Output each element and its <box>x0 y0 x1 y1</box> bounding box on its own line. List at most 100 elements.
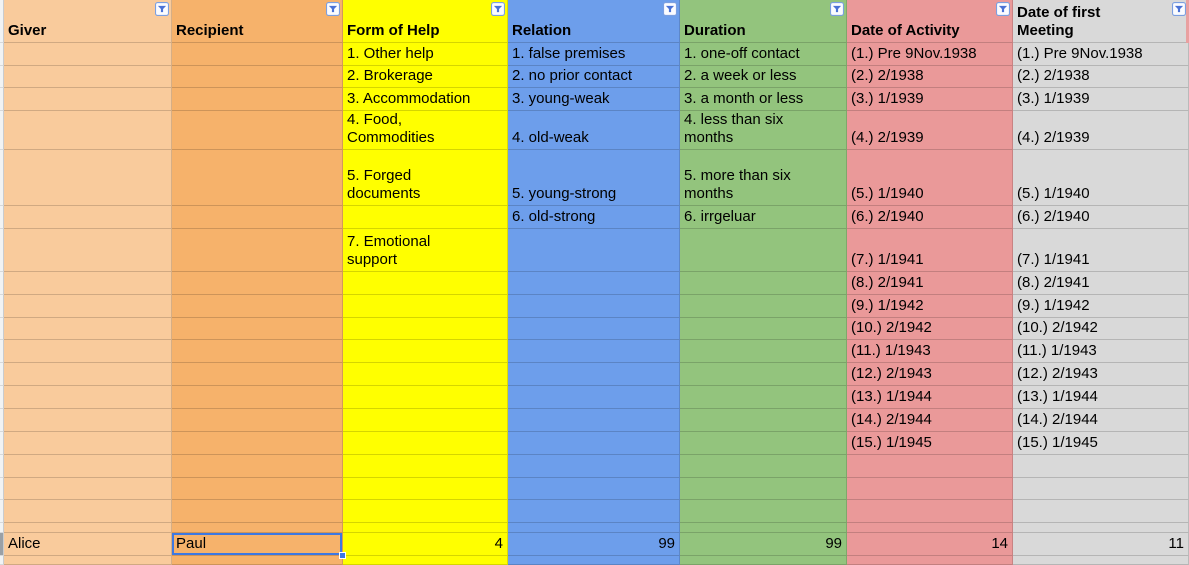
cell-relation-r5[interactable]: 4. old-weak <box>508 111 680 150</box>
cell-duration-r11[interactable] <box>680 318 847 340</box>
cell-date-of-first-meeting-r4[interactable]: (3.) 1/1939 <box>1013 88 1189 111</box>
cell-form-of-help-r6[interactable]: 5. Forged documents <box>343 150 508 206</box>
cell-form-of-help-r18[interactable] <box>343 478 508 500</box>
cell-date-of-first-meeting-r19[interactable] <box>1013 500 1189 523</box>
cell-date-of-activity-r22[interactable] <box>847 556 1013 565</box>
cell-date-of-activity-r19[interactable] <box>847 500 1013 523</box>
cell-relation-r12[interactable] <box>508 340 680 363</box>
cell-date-of-activity-r14[interactable]: (13.) 1/1944 <box>847 386 1013 409</box>
cell-relation-r18[interactable] <box>508 478 680 500</box>
cell-relation-r7[interactable]: 6. old-strong <box>508 206 680 229</box>
cell-giver-r11[interactable] <box>4 318 172 340</box>
cell-duration-r15[interactable] <box>680 409 847 432</box>
cell-form-of-help-r2[interactable]: 1. Other help <box>343 43 508 66</box>
cell-duration-r4[interactable]: 3. a month or less <box>680 88 847 111</box>
cell-relation-r13[interactable] <box>508 363 680 386</box>
cell-date-of-activity-r2[interactable]: (1.) Pre 9Nov.1938 <box>847 43 1013 66</box>
cell-duration-r17[interactable] <box>680 455 847 478</box>
column-header-date-of-activity[interactable]: Date of Activity <box>847 0 1013 43</box>
cell-date-of-activity-r16[interactable]: (15.) 1/1945 <box>847 432 1013 455</box>
cell-recipient-r12[interactable] <box>172 340 343 363</box>
cell-date-of-activity-r13[interactable]: (12.) 2/1943 <box>847 363 1013 386</box>
cell-duration-r14[interactable] <box>680 386 847 409</box>
cell-recipient-r13[interactable] <box>172 363 343 386</box>
cell-duration-r22[interactable] <box>680 556 847 565</box>
cell-recipient-r18[interactable] <box>172 478 343 500</box>
cell-date-of-activity-r10[interactable]: (9.) 1/1942 <box>847 295 1013 318</box>
cell-giver-r4[interactable] <box>4 88 172 111</box>
cell-recipient-r11[interactable] <box>172 318 343 340</box>
cell-date-of-first-meeting-r20[interactable] <box>1013 523 1189 533</box>
cell-relation-r9[interactable] <box>508 272 680 295</box>
cell-duration-r21[interactable]: 99 <box>680 533 847 556</box>
cell-relation-r8[interactable] <box>508 229 680 272</box>
cell-form-of-help-r14[interactable] <box>343 386 508 409</box>
cell-form-of-help-r8[interactable]: 7. Emotional support <box>343 229 508 272</box>
cell-date-of-first-meeting-r18[interactable] <box>1013 478 1189 500</box>
cell-giver-r16[interactable] <box>4 432 172 455</box>
cell-giver-r7[interactable] <box>4 206 172 229</box>
cell-duration-r10[interactable] <box>680 295 847 318</box>
cell-recipient-r4[interactable] <box>172 88 343 111</box>
cell-duration-r12[interactable] <box>680 340 847 363</box>
cell-giver-r17[interactable] <box>4 455 172 478</box>
cell-date-of-first-meeting-r16[interactable]: (15.) 1/1945 <box>1013 432 1189 455</box>
cell-form-of-help-r3[interactable]: 2. Brokerage <box>343 66 508 88</box>
cell-date-of-first-meeting-r6[interactable]: (5.) 1/1940 <box>1013 150 1189 206</box>
cell-relation-r22[interactable] <box>508 556 680 565</box>
cell-giver-r19[interactable] <box>4 500 172 523</box>
date-of-first-meeting-filter-icon[interactable] <box>1172 2 1186 16</box>
cell-form-of-help-r15[interactable] <box>343 409 508 432</box>
cell-date-of-activity-r15[interactable]: (14.) 2/1944 <box>847 409 1013 432</box>
cell-recipient-r14[interactable] <box>172 386 343 409</box>
cell-recipient-r3[interactable] <box>172 66 343 88</box>
cell-form-of-help-r13[interactable] <box>343 363 508 386</box>
cell-date-of-activity-r20[interactable] <box>847 523 1013 533</box>
cell-date-of-activity-r7[interactable]: (6.) 2/1940 <box>847 206 1013 229</box>
cell-date-of-first-meeting-r11[interactable]: (10.) 2/1942 <box>1013 318 1189 340</box>
cell-date-of-activity-r11[interactable]: (10.) 2/1942 <box>847 318 1013 340</box>
cell-date-of-first-meeting-r3[interactable]: (2.) 2/1938 <box>1013 66 1189 88</box>
cell-recipient-r8[interactable] <box>172 229 343 272</box>
cell-date-of-first-meeting-r17[interactable] <box>1013 455 1189 478</box>
cell-date-of-first-meeting-r8[interactable]: (7.) 1/1941 <box>1013 229 1189 272</box>
cell-form-of-help-r4[interactable]: 3. Accommodation <box>343 88 508 111</box>
cell-duration-r5[interactable]: 4. less than six months <box>680 111 847 150</box>
cell-duration-r2[interactable]: 1. one-off contact <box>680 43 847 66</box>
cell-duration-r16[interactable] <box>680 432 847 455</box>
cell-form-of-help-r11[interactable] <box>343 318 508 340</box>
cell-form-of-help-r22[interactable] <box>343 556 508 565</box>
cell-relation-r2[interactable]: 1. false premises <box>508 43 680 66</box>
cell-form-of-help-r17[interactable] <box>343 455 508 478</box>
cell-date-of-activity-r17[interactable] <box>847 455 1013 478</box>
cell-recipient-r6[interactable] <box>172 150 343 206</box>
cell-duration-r3[interactable]: 2. a week or less <box>680 66 847 88</box>
cell-form-of-help-r7[interactable] <box>343 206 508 229</box>
cell-giver-r3[interactable] <box>4 66 172 88</box>
cell-date-of-activity-r18[interactable] <box>847 478 1013 500</box>
cell-relation-r11[interactable] <box>508 318 680 340</box>
date-of-activity-filter-icon[interactable] <box>996 2 1010 16</box>
cell-relation-r10[interactable] <box>508 295 680 318</box>
column-header-duration[interactable]: Duration <box>680 0 847 43</box>
cell-duration-r9[interactable] <box>680 272 847 295</box>
cell-recipient-r15[interactable] <box>172 409 343 432</box>
cell-recipient-r7[interactable] <box>172 206 343 229</box>
cell-duration-r6[interactable]: 5. more than six months <box>680 150 847 206</box>
cell-giver-r20[interactable] <box>4 523 172 533</box>
cell-recipient-r20[interactable] <box>172 523 343 533</box>
cell-giver-r2[interactable] <box>4 43 172 66</box>
cell-form-of-help-r16[interactable] <box>343 432 508 455</box>
column-header-date-of-first-meeting[interactable]: Date of first Meeting <box>1013 0 1189 43</box>
cell-relation-r19[interactable] <box>508 500 680 523</box>
cell-date-of-activity-r9[interactable]: (8.) 2/1941 <box>847 272 1013 295</box>
cell-duration-r13[interactable] <box>680 363 847 386</box>
cell-duration-r18[interactable] <box>680 478 847 500</box>
cell-giver-r5[interactable] <box>4 111 172 150</box>
cell-relation-r17[interactable] <box>508 455 680 478</box>
cell-date-of-first-meeting-r22[interactable] <box>1013 556 1189 565</box>
cell-duration-r8[interactable] <box>680 229 847 272</box>
cell-form-of-help-r19[interactable] <box>343 500 508 523</box>
cell-form-of-help-r5[interactable]: 4. Food, Commodities <box>343 111 508 150</box>
cell-relation-r14[interactable] <box>508 386 680 409</box>
